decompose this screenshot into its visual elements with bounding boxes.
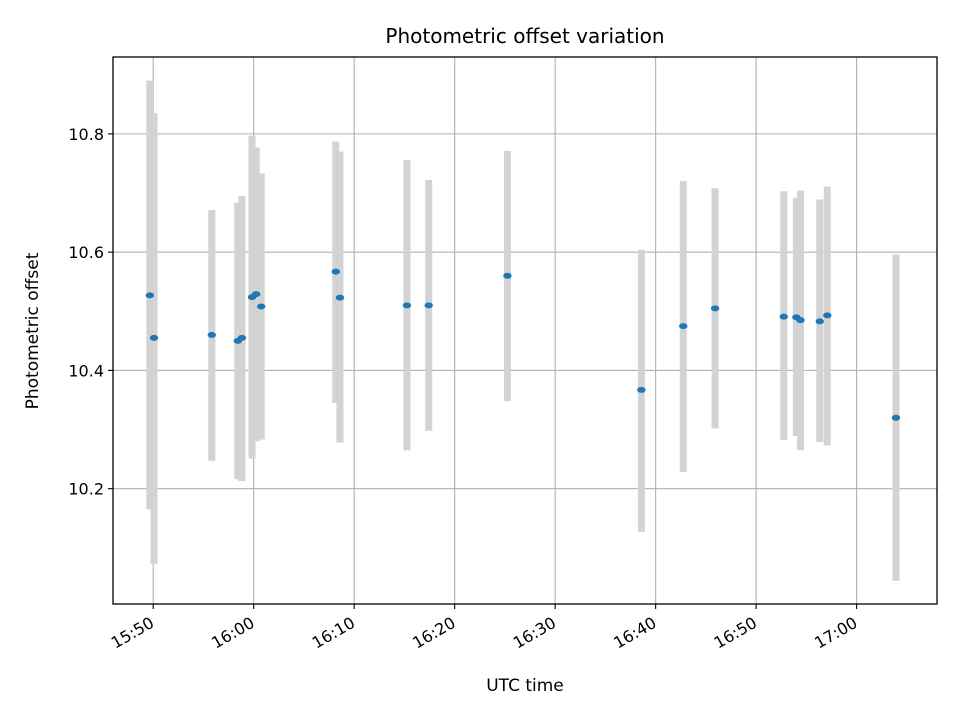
data-point [796,317,805,324]
data-point [891,414,901,421]
y-tick-label: 10.6 [68,243,104,262]
data-point [237,334,247,341]
data-point [637,386,646,393]
data-points [145,268,901,421]
plot-frame [112,56,938,605]
data-point [251,291,261,298]
data-point [149,334,159,341]
data-point [424,302,433,309]
data-point [335,294,345,301]
data-point [145,292,155,299]
data-point [815,318,824,325]
data-point [503,272,512,279]
y-axis-label: Photometric offset [23,252,43,409]
y-axis-ticks: 10.2 10.4 10.6 10.8 [68,125,113,499]
x-axis-label: UTC time [486,676,564,696]
y-tick-label: 10.2 [68,480,104,499]
data-point [710,305,720,312]
data-point [823,312,832,319]
chart-title: Photometric offset variation [385,24,664,48]
data-point [779,313,788,320]
data-point [207,331,217,338]
data-point [257,303,266,310]
y-tick-label: 10.8 [68,125,104,144]
data-point [331,268,340,275]
data-point [402,302,412,309]
y-tick-label: 10.4 [68,361,104,380]
data-point [679,323,688,330]
